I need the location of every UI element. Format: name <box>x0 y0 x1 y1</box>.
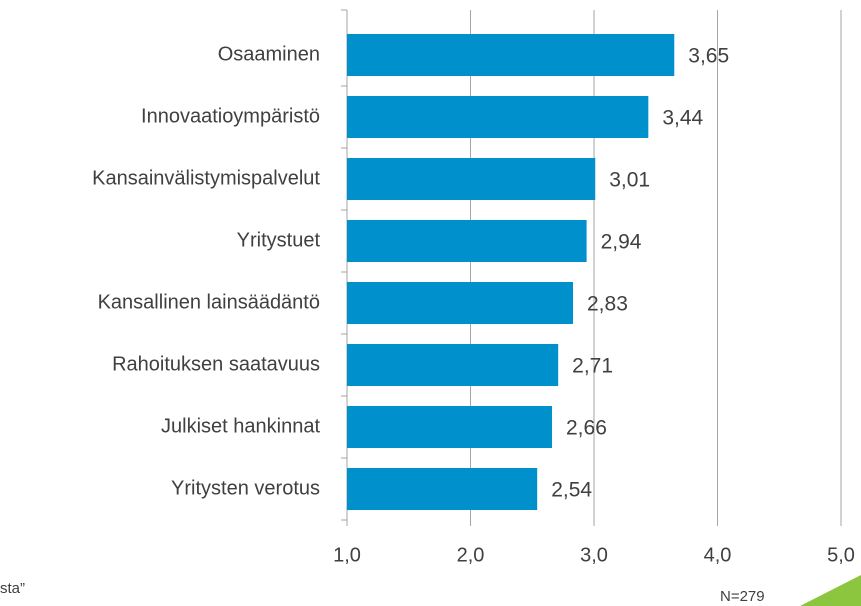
annotation: sta” <box>0 580 25 597</box>
bar <box>347 468 538 510</box>
value-label: 2,83 <box>587 293 628 316</box>
y-tick-label: Rahoituksen saatavuus <box>112 353 320 375</box>
bar <box>347 344 559 386</box>
y-tick-label: Yritysten verotus <box>171 477 320 499</box>
bar <box>347 406 553 448</box>
value-label: 2,94 <box>601 231 642 254</box>
x-tick-label: 5,0 <box>827 544 855 566</box>
bar <box>347 96 649 138</box>
value-label: 2,54 <box>551 479 592 502</box>
bar <box>347 282 574 324</box>
bar <box>347 220 587 262</box>
x-tick-label: 1,0 <box>333 544 361 566</box>
decoration <box>800 575 861 606</box>
value-label: 2,66 <box>566 417 607 440</box>
annotation: N=279 <box>720 588 765 605</box>
x-tick-label: 4,0 <box>704 544 732 566</box>
y-tick-label: Kansainvälistymispalvelut <box>92 167 320 189</box>
y-tick-label: Innovaatioympäristö <box>141 105 320 127</box>
value-label: 3,01 <box>609 169 650 192</box>
y-tick-label: Osaaminen <box>218 43 320 65</box>
y-tick-label: Kansallinen lainsäädäntö <box>98 291 320 313</box>
value-label: 2,71 <box>572 355 613 378</box>
value-label: 3,65 <box>688 45 729 68</box>
x-tick-label: 2,0 <box>457 544 485 566</box>
bar <box>347 158 596 200</box>
value-label: 3,44 <box>662 107 703 130</box>
y-tick-label: Julkiset hankinnat <box>161 415 320 437</box>
x-tick-label: 3,0 <box>580 544 608 566</box>
bar <box>347 34 675 76</box>
y-tick-label: Yritystuet <box>237 229 321 251</box>
